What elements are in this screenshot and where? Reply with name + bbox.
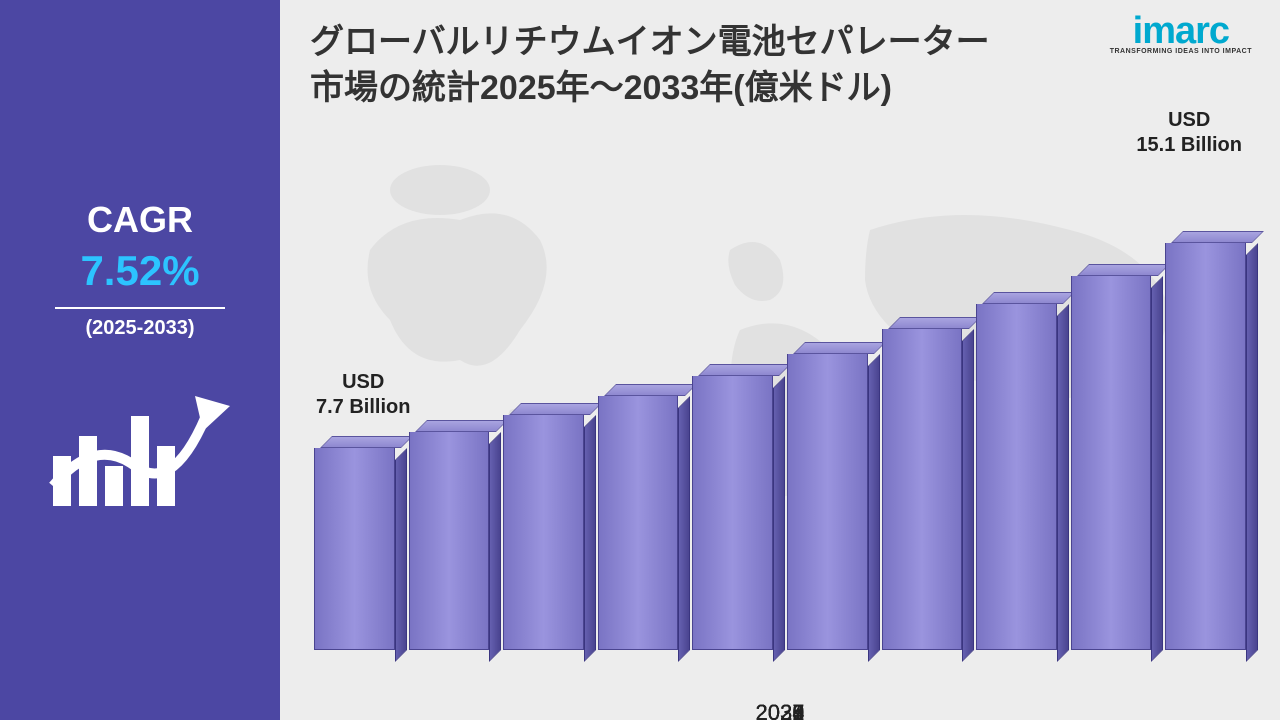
growth-icon <box>45 376 235 521</box>
bar-col: 2025 <box>409 130 490 650</box>
bar-col: 2033 <box>1165 130 1246 650</box>
bar-top-face <box>509 403 602 415</box>
bar <box>409 420 490 650</box>
bar-top-face <box>982 292 1075 304</box>
bar-x-label: 2033 <box>310 700 1250 726</box>
bar-col: 2031 <box>976 130 1057 650</box>
bar-front-face <box>882 329 963 650</box>
bar <box>692 364 773 650</box>
bar <box>314 436 395 650</box>
title-line-1: グローバルリチウムイオン電池セパレーター <box>310 23 990 61</box>
bar-front-face <box>976 304 1057 650</box>
bar-col: 2032 <box>1071 130 1152 650</box>
bar <box>503 403 584 650</box>
bar-top-face <box>698 364 791 376</box>
bar-front-face <box>1165 243 1246 650</box>
bar-chart: 2024 2025 2026 2027 2028 <box>310 130 1250 690</box>
bar-side-face <box>1057 304 1069 662</box>
title-line-2: 市場の統計2025年～2033年(億米ドル) <box>310 69 892 107</box>
bar-col: 2029 <box>787 130 868 650</box>
bar-front-face <box>787 354 868 650</box>
infographic-root: CAGR 7.52% (2025-2033) グローバルリチウムイオン電池セパレ… <box>0 0 1280 720</box>
bar-col: 2028 <box>692 130 773 650</box>
logo-text: imarc <box>1110 14 1252 48</box>
bar-top-face <box>1077 264 1170 276</box>
bar-col: 2030 <box>882 130 963 650</box>
bar-col: 2024 <box>314 130 395 650</box>
bar-side-face <box>1151 276 1163 662</box>
bar-top-face <box>604 384 697 396</box>
bar <box>882 317 963 650</box>
bar <box>1165 231 1246 650</box>
bar-side-face <box>584 415 596 662</box>
bar-front-face <box>598 396 679 650</box>
bar-col: 2027 <box>598 130 679 650</box>
bar-side-face <box>868 354 880 662</box>
bar-front-face <box>314 448 395 650</box>
bar <box>976 292 1057 650</box>
bar-col: 2026 <box>503 130 584 650</box>
bar-top-face <box>320 436 413 448</box>
bar <box>787 342 868 650</box>
bar-front-face <box>692 376 773 650</box>
cagr-range: (2025-2033) <box>86 317 195 340</box>
bar-side-face <box>489 432 501 662</box>
bar-front-face <box>503 415 584 650</box>
bar-top-face <box>888 317 981 329</box>
bar-side-face <box>395 448 407 662</box>
bar-front-face <box>409 432 490 650</box>
cagr-label: CAGR <box>87 199 193 241</box>
cagr-value: 7.52% <box>80 247 199 295</box>
logo-tagline: TRANSFORMING IDEAS INTO IMPACT <box>1110 48 1252 55</box>
bar-top-face <box>415 420 508 432</box>
bar-side-face <box>773 376 785 662</box>
sidebar-panel: CAGR 7.52% (2025-2033) <box>0 0 280 720</box>
bar-side-face <box>1246 243 1258 662</box>
bar-top-face <box>1171 231 1264 243</box>
bar-side-face <box>678 396 690 662</box>
bar-top-face <box>793 342 886 354</box>
page-title: グローバルリチウムイオン電池セパレーター 市場の統計2025年～2033年(億米… <box>310 20 1090 112</box>
main-panel: グローバルリチウムイオン電池セパレーター 市場の統計2025年～2033年(億米… <box>280 0 1280 720</box>
bar-side-face <box>962 329 974 662</box>
bar <box>1071 264 1152 650</box>
bar <box>598 384 679 650</box>
logo: imarc TRANSFORMING IDEAS INTO IMPACT <box>1110 14 1252 55</box>
chart-area: USD 7.7 Billion USD 15.1 Billion 2024 20… <box>310 130 1250 690</box>
divider <box>55 307 225 309</box>
bar-front-face <box>1071 276 1152 650</box>
